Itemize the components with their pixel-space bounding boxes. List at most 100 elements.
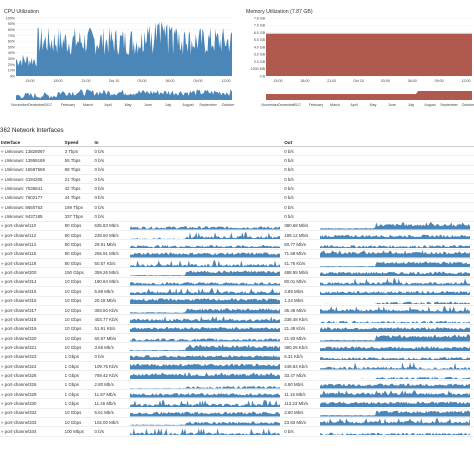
traffic-sparkline[interactable] bbox=[320, 409, 471, 417]
table-row[interactable]: » port-channel321 10 Gbps 3.66 Mb/s 380.25 … bbox=[0, 343, 474, 353]
traffic-sparkline[interactable] bbox=[320, 325, 471, 333]
table-row[interactable]: » Unknown: 7602177 44 Tbps 0 b/s 0 b/s bbox=[0, 193, 474, 203]
table-row[interactable]: » port-channel315 10 Gbps 5.89 Mb/s 3.89 Mb… bbox=[0, 287, 474, 296]
table-row[interactable]: » port-channel330 1 Gbps 11.46 Mb/s 113.23 … bbox=[0, 399, 474, 409]
traffic-sparkline[interactable] bbox=[320, 250, 471, 258]
table-row[interactable]: » port-channel317 10 Gbps 393.60 Kb/s 36.48… bbox=[0, 305, 474, 315]
traffic-sparkline[interactable] bbox=[130, 241, 281, 249]
traffic-sparkline[interactable] bbox=[130, 316, 281, 324]
table-row[interactable]: » port-channel333 10 Gbps 102.00 Mb/s 23.83… bbox=[0, 417, 474, 427]
traffic-sparkline[interactable] bbox=[320, 428, 471, 436]
table-row[interactable]: » Unknown: 9437185 337 Tbps 0 b/s 0 b/s bbox=[0, 212, 474, 222]
traffic-sparkline[interactable] bbox=[130, 344, 281, 352]
table-row[interactable]: » port-channel324 1 Gbps 109.75 Kb/s 448.84… bbox=[0, 361, 474, 371]
interface-name[interactable]: » port-channel323 bbox=[1, 354, 37, 360]
interface-name[interactable]: » port-channel110 bbox=[1, 223, 37, 229]
interface-name[interactable]: » port-channel314 bbox=[1, 279, 37, 285]
interface-name[interactable]: » port-channel315 bbox=[1, 288, 37, 294]
traffic-sparkline[interactable] bbox=[130, 297, 281, 305]
table-row[interactable]: » port-channel319 10 Gbps 51.91 Kb/s 21.48 … bbox=[0, 324, 474, 334]
interface-name[interactable]: » port-channel332 bbox=[1, 410, 37, 416]
table-row[interactable]: » port-channel318 10 Gbps 403.77 Kb/s 238.4… bbox=[0, 315, 474, 325]
table-row[interactable]: » port-channel314 10 Gbps 180.84 Mb/s 80.01… bbox=[0, 277, 474, 287]
table-row[interactable]: » Unknown: 13959169 55 Tbps 0 b/s 0 b/s bbox=[0, 156, 474, 166]
traffic-sparkline[interactable] bbox=[130, 231, 281, 240]
traffic-sparkline[interactable] bbox=[320, 400, 471, 408]
traffic-sparkline[interactable] bbox=[320, 316, 471, 324]
table-row[interactable]: » port-channel320 10 Gbps 60.57 Mb/s 21.93 … bbox=[0, 333, 474, 343]
interface-name[interactable]: » Unknown: 13959169 bbox=[1, 158, 45, 164]
interface-name[interactable]: » port-channel114 bbox=[1, 242, 37, 248]
interface-name[interactable]: » port-channel316 bbox=[1, 298, 37, 304]
interface-name[interactable]: » port-channel326 bbox=[1, 382, 37, 388]
table-row[interactable]: » port-channel326 1 Gbps 2.80 Mb/s 4.90 Mb/… bbox=[0, 380, 474, 390]
traffic-sparkline[interactable] bbox=[320, 306, 471, 314]
traffic-sparkline[interactable] bbox=[320, 334, 471, 342]
interface-name[interactable]: » port-channel118 bbox=[1, 260, 37, 266]
interface-name[interactable]: » Unknown: 15597569 bbox=[1, 167, 45, 173]
traffic-sparkline[interactable] bbox=[320, 278, 471, 286]
interface-name[interactable]: » port-channel319 bbox=[1, 326, 37, 332]
header-out[interactable]: Out bbox=[284, 138, 321, 147]
traffic-sparkline[interactable] bbox=[130, 428, 281, 436]
traffic-sparkline[interactable] bbox=[320, 418, 471, 426]
table-row[interactable]: » port-channel200 150 Gbps 359.26 Mb/s 488.… bbox=[0, 268, 474, 278]
table-row[interactable]: » port-channel323 1 Gbps 0 b/s 5.31 Kb/s bbox=[0, 352, 474, 362]
interface-name[interactable]: » port-channel317 bbox=[1, 307, 37, 313]
traffic-sparkline[interactable] bbox=[130, 353, 281, 361]
header-interface[interactable]: Interface bbox=[0, 138, 65, 147]
table-row[interactable]: » port-channel116 80 Gbps 256.91 Mb/s 71.68… bbox=[0, 249, 474, 259]
header-in[interactable]: In bbox=[94, 138, 131, 147]
interface-name[interactable]: » Unknown: 4194305 bbox=[1, 176, 43, 182]
traffic-sparkline[interactable] bbox=[130, 362, 281, 370]
traffic-sparkline[interactable] bbox=[320, 297, 471, 305]
interface-name[interactable]: » port-channel325 bbox=[1, 372, 37, 378]
table-row[interactable]: » port-channel110 80 Gbps 635.83 Mb/s 380.6… bbox=[0, 221, 474, 231]
traffic-sparkline[interactable] bbox=[320, 362, 471, 370]
interface-name[interactable]: » port-channel330 bbox=[1, 400, 37, 406]
interface-name[interactable]: » port-channel333 bbox=[1, 419, 37, 425]
traffic-sparkline[interactable] bbox=[320, 269, 471, 277]
memory-utilization-chart[interactable]: 7.8 GB 7.0 GB 6.0 GB 5.0 GB 4.0 GB 3.0 GB 2.0 … bbox=[240, 14, 474, 122]
traffic-sparkline[interactable] bbox=[320, 222, 471, 230]
table-row[interactable]: » port-channel114 80 Gbps 29.91 Mb/s 60.77 … bbox=[0, 240, 474, 250]
table-row[interactable]: » port-channel329 1 Gbps 11.97 Mb/s 11.15 M… bbox=[0, 389, 474, 399]
table-row[interactable]: » port-channel118 80 Gbps 50.57 Kb/s 41.76 … bbox=[0, 259, 474, 268]
table-row[interactable]: » Unknown: 7536641 42 Tbps 0 b/s 0 b/s bbox=[0, 184, 474, 194]
traffic-sparkline[interactable] bbox=[130, 334, 281, 342]
traffic-sparkline[interactable] bbox=[130, 381, 281, 389]
table-row[interactable]: » port-channel325 1 Gbps 769.42 Kb/s 33.47 … bbox=[0, 371, 474, 381]
traffic-sparkline[interactable] bbox=[320, 260, 471, 268]
table-row[interactable]: » Unknown: 13828097 3 Tbps 0 b/s 0 b/s bbox=[0, 147, 474, 156]
table-row[interactable]: » port-channel112 80 Gbps 238.60 Mb/s 189.1… bbox=[0, 231, 474, 240]
table-row[interactable]: » port-channel316 10 Gbps 20.18 Mb/s 1.24 M… bbox=[0, 296, 474, 306]
traffic-sparkline[interactable] bbox=[320, 232, 471, 240]
interface-name[interactable]: » Unknown: 8650753 bbox=[1, 204, 43, 210]
traffic-sparkline[interactable] bbox=[130, 400, 281, 408]
interface-name[interactable]: » port-channel200 bbox=[1, 270, 37, 276]
interface-name[interactable]: » port-channel112 bbox=[1, 232, 37, 238]
table-row[interactable]: » Unknown: 15597569 88 Tbps 0 b/s 0 b/s bbox=[0, 165, 474, 175]
traffic-sparkline[interactable] bbox=[130, 390, 281, 398]
traffic-sparkline[interactable] bbox=[130, 372, 281, 380]
interface-name[interactable]: » port-channel320 bbox=[1, 335, 37, 341]
interface-name[interactable]: » port-channel324 bbox=[1, 363, 37, 369]
interface-name[interactable]: » Unknown: 7602177 bbox=[1, 195, 43, 201]
traffic-sparkline[interactable] bbox=[130, 222, 281, 230]
interface-name[interactable]: » Unknown: 7536641 bbox=[1, 186, 43, 192]
traffic-sparkline[interactable] bbox=[130, 418, 281, 426]
traffic-sparkline[interactable] bbox=[130, 287, 281, 296]
traffic-sparkline[interactable] bbox=[320, 288, 471, 296]
header-speed[interactable]: Speed bbox=[64, 138, 95, 147]
traffic-sparkline[interactable] bbox=[320, 344, 471, 352]
traffic-sparkline[interactable] bbox=[320, 241, 471, 249]
table-row[interactable]: » port-channel334 100 Mbps 0 b/s 0 b/s bbox=[0, 427, 474, 437]
cpu-utilization-chart[interactable]: 100% 90% 80% 70% 60%50% 40% 30% 20% 10%0% 15:00 18… bbox=[0, 14, 236, 122]
table-row[interactable]: » Unknown: 4194305 21 Tbps 0 b/s 0 b/s bbox=[0, 175, 474, 184]
traffic-sparkline[interactable] bbox=[130, 306, 281, 314]
traffic-sparkline[interactable] bbox=[130, 325, 281, 333]
interface-name[interactable]: » port-channel321 bbox=[1, 344, 37, 350]
traffic-sparkline[interactable] bbox=[130, 409, 281, 417]
interface-name[interactable]: » Unknown: 9437185 bbox=[1, 214, 43, 220]
traffic-sparkline[interactable] bbox=[130, 269, 281, 277]
